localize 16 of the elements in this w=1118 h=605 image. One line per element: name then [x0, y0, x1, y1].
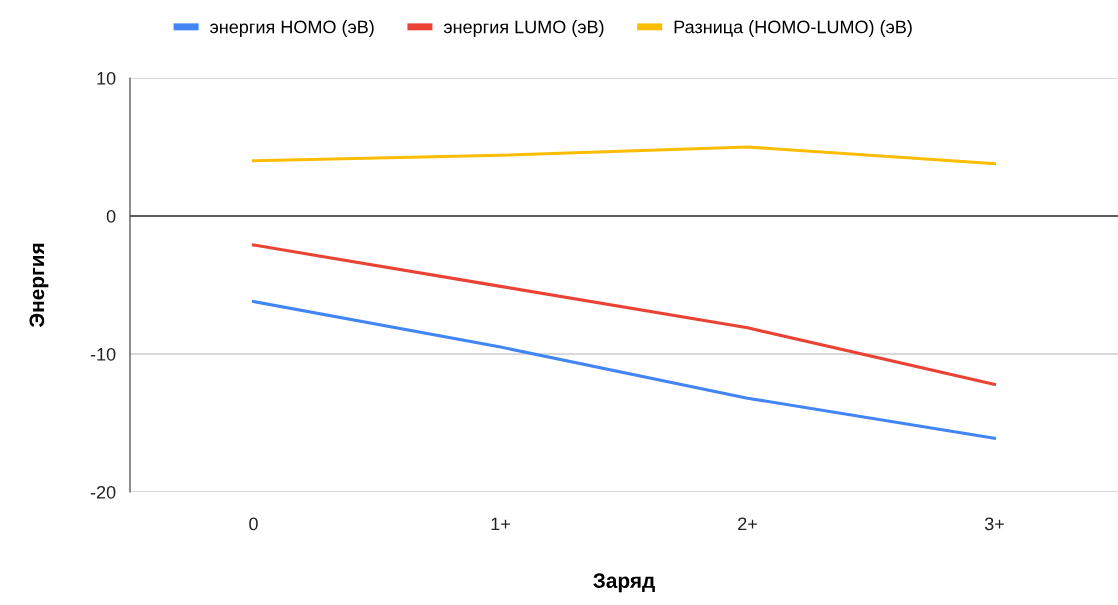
x-tick-label: 0 [249, 517, 258, 531]
line-series [251, 243, 997, 386]
y-tick-label: 10 [97, 71, 116, 85]
legend-label: энергия LUMO (эВ) [443, 20, 604, 37]
x-tick-label: 3+ [984, 517, 1004, 531]
line-series [251, 145, 997, 166]
y-tick-label: -20 [90, 485, 116, 499]
x-tick-label: 2+ [738, 517, 757, 531]
legend-label: энергия HOMO (эВ) [210, 20, 374, 37]
y-axis-title: Энергия [29, 243, 49, 328]
y-tick-label: 0 [106, 209, 116, 223]
line-series [251, 300, 997, 440]
y-tick-label: -10 [90, 347, 116, 361]
x-tick-label: 1+ [491, 517, 510, 531]
x-axis-title: Заряд [593, 573, 655, 593]
legend-label: Разница (HOMO-LUMO) (эВ) [674, 20, 912, 37]
